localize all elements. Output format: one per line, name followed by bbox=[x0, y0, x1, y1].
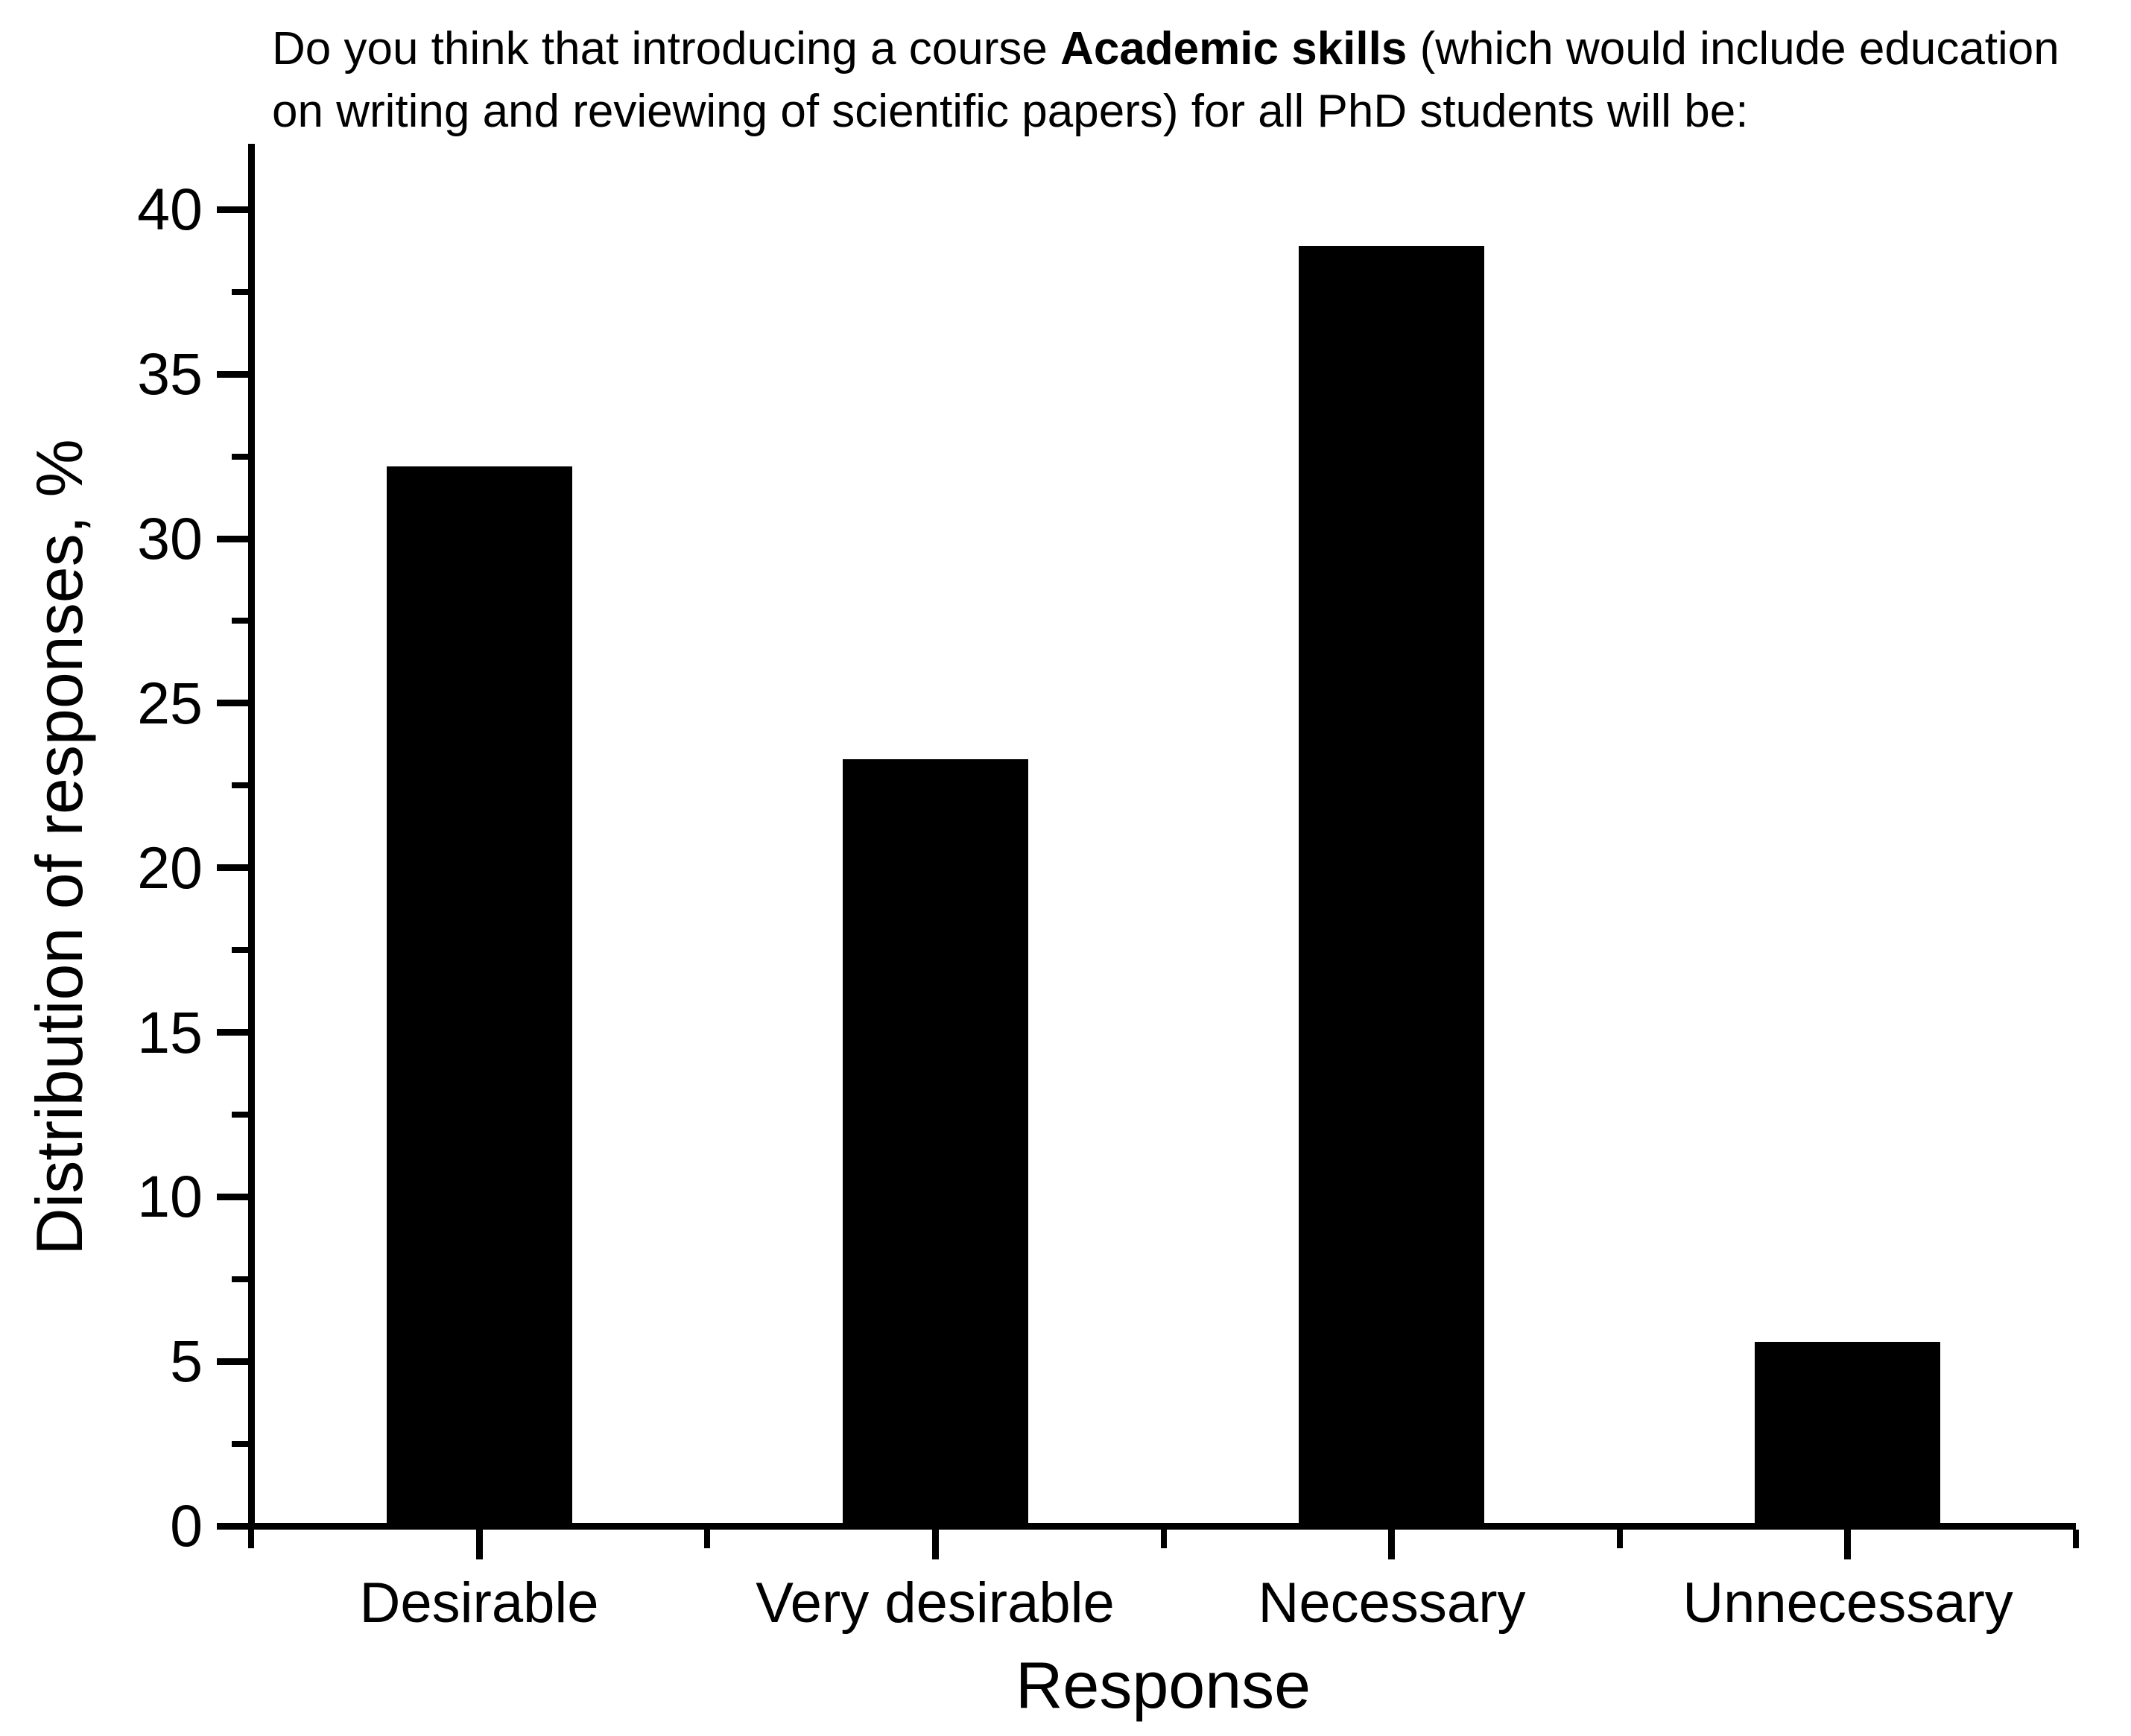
x-category-label: Necessary bbox=[1258, 1571, 1526, 1635]
y-tick-label: 0 bbox=[170, 1492, 203, 1559]
y-minor-tick bbox=[232, 1112, 251, 1118]
x-major-tick bbox=[932, 1530, 939, 1559]
y-major-tick bbox=[217, 1194, 251, 1200]
x-major-tick bbox=[1388, 1530, 1395, 1559]
x-axis-baseline bbox=[217, 1523, 2076, 1530]
y-tick-label: 20 bbox=[137, 834, 203, 901]
chart-title-bold-academic-skills: Academic skills bbox=[1060, 23, 1408, 75]
x-category-label: Unnecessary bbox=[1682, 1571, 2013, 1635]
y-major-tick bbox=[217, 206, 251, 213]
chart-title-line2: on writing and reviewing of scientific p… bbox=[272, 86, 1749, 137]
y-axis-spine bbox=[248, 144, 255, 1530]
y-tick-label: 30 bbox=[137, 505, 203, 571]
y-tick-label: 15 bbox=[137, 999, 203, 1065]
y-major-tick bbox=[217, 1358, 251, 1365]
y-tick-label: 5 bbox=[170, 1328, 203, 1394]
y-major-tick bbox=[217, 371, 251, 378]
x-minor-tick bbox=[248, 1530, 254, 1548]
y-minor-tick bbox=[232, 782, 251, 788]
y-major-tick bbox=[217, 1029, 251, 1036]
y-tick-label: 35 bbox=[137, 340, 203, 407]
y-minor-tick bbox=[232, 289, 251, 295]
bar bbox=[1299, 246, 1484, 1526]
y-major-tick bbox=[217, 536, 251, 542]
y-major-tick bbox=[217, 700, 251, 706]
y-minor-tick bbox=[232, 618, 251, 624]
x-category-label: Very desirable bbox=[756, 1571, 1115, 1635]
y-tick-label: 40 bbox=[137, 176, 203, 242]
y-minor-tick bbox=[232, 1276, 251, 1282]
y-minor-tick bbox=[232, 1441, 251, 1447]
bar bbox=[387, 466, 572, 1526]
y-tick-label: 25 bbox=[137, 670, 203, 736]
y-major-tick bbox=[217, 1523, 251, 1530]
chart-title: Do you think that introducing a course A… bbox=[272, 18, 2131, 143]
x-major-tick bbox=[476, 1530, 483, 1559]
chart-title-line1-prefix: Do you think that introducing a course bbox=[272, 23, 1061, 75]
y-axis-title: Distribution of responses, % bbox=[22, 439, 96, 1255]
chart-title-line1-suffix: (which would include education bbox=[1407, 23, 2059, 75]
x-minor-tick bbox=[704, 1530, 710, 1548]
x-category-label: Desirable bbox=[359, 1571, 599, 1635]
y-minor-tick bbox=[232, 947, 251, 953]
x-axis-title: Response bbox=[1015, 1648, 1311, 1722]
y-minor-tick bbox=[232, 454, 251, 460]
x-minor-tick bbox=[2073, 1530, 2079, 1548]
bar bbox=[843, 759, 1028, 1526]
bar bbox=[1755, 1342, 1940, 1526]
x-major-tick bbox=[1844, 1530, 1851, 1559]
x-minor-tick bbox=[1161, 1530, 1167, 1548]
x-minor-tick bbox=[1617, 1530, 1623, 1548]
y-tick-label: 10 bbox=[137, 1163, 203, 1229]
y-major-tick bbox=[217, 864, 251, 871]
